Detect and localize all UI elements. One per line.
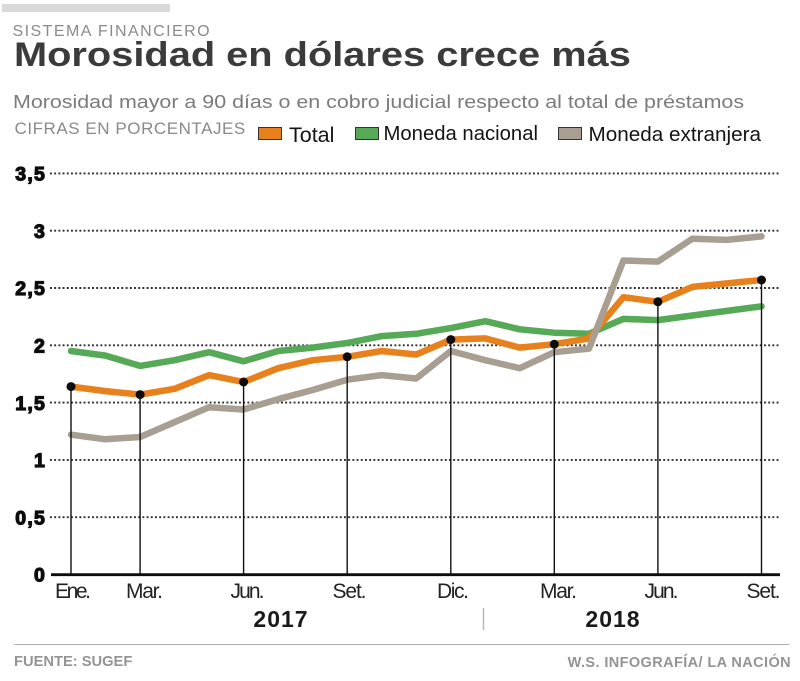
svg-text:2017: 2017 <box>253 606 308 632</box>
svg-text:0: 0 <box>34 565 46 587</box>
svg-text:Ene.: Ene. <box>55 580 91 603</box>
svg-text:Jun.: Jun. <box>645 580 679 603</box>
svg-text:Set.: Set. <box>333 580 367 603</box>
svg-text:1: 1 <box>34 450 46 472</box>
svg-text:1,5: 1,5 <box>15 393 46 415</box>
svg-text:3: 3 <box>34 221 46 243</box>
svg-text:2: 2 <box>34 336 46 358</box>
svg-text:3,5: 3,5 <box>15 164 46 186</box>
svg-text:2,5: 2,5 <box>15 278 46 300</box>
svg-text:Dic.: Dic. <box>437 580 469 603</box>
svg-text:0,5: 0,5 <box>15 507 46 529</box>
svg-text:2018: 2018 <box>585 606 640 632</box>
svg-text:Mar.: Mar. <box>126 580 163 603</box>
svg-text:Set.: Set. <box>747 580 781 603</box>
svg-text:Mar.: Mar. <box>540 580 577 603</box>
svg-text:Jun.: Jun. <box>231 580 265 603</box>
